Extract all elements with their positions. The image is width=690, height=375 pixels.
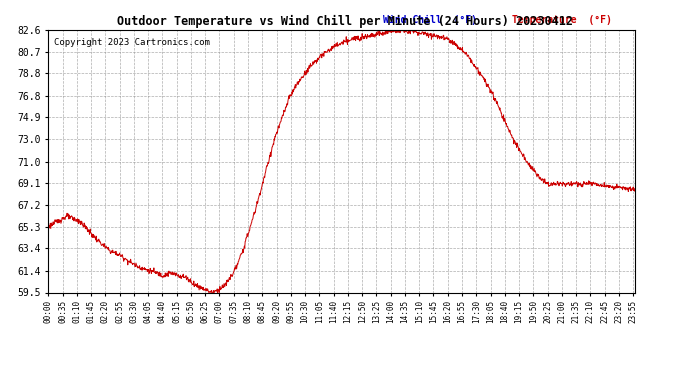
- Text: Temperature  (°F): Temperature (°F): [512, 15, 611, 25]
- Text: Outdoor Temperature vs Wind Chill per Minute (24 Hours) 20230412: Outdoor Temperature vs Wind Chill per Mi…: [117, 15, 573, 28]
- Text: Copyright 2023 Cartronics.com: Copyright 2023 Cartronics.com: [55, 38, 210, 47]
- Text: Wind Chill  (°F): Wind Chill (°F): [383, 15, 477, 25]
